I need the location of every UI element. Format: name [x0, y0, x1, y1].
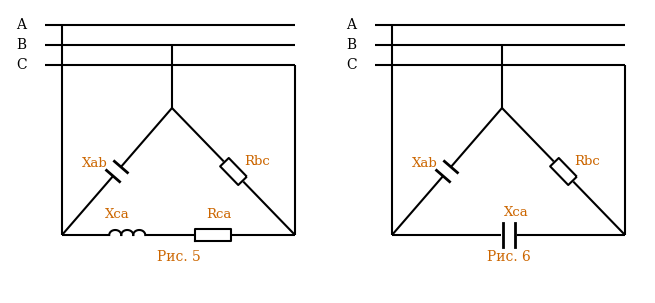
Text: Rbc: Rbc: [244, 155, 271, 168]
Text: Xca: Xca: [504, 206, 529, 219]
Text: A: A: [346, 18, 356, 32]
Text: A: A: [16, 18, 26, 32]
Text: Xca: Xca: [105, 208, 130, 221]
Text: B: B: [346, 38, 356, 52]
Text: Rbc: Rbc: [574, 155, 601, 168]
Text: C: C: [346, 58, 356, 72]
Text: Рис. 5: Рис. 5: [157, 250, 200, 264]
Text: Xab: Xab: [412, 157, 438, 170]
Text: Xab: Xab: [82, 157, 108, 170]
Text: Rca: Rca: [206, 208, 231, 221]
Text: Рис. 6: Рис. 6: [487, 250, 531, 264]
Text: B: B: [16, 38, 26, 52]
Text: C: C: [16, 58, 27, 72]
